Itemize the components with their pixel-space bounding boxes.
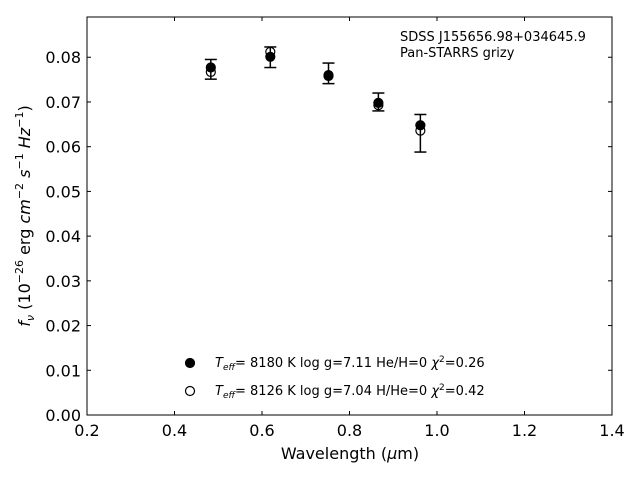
x-tick-label: 0.4	[162, 421, 187, 440]
y-tick-label: 0.05	[45, 182, 81, 201]
x-tick-label: 1.0	[424, 421, 449, 440]
model-point-open	[323, 70, 334, 82]
svg-text:Teff= 8126 K log g=7.04 H/H: Teff= 8126 K log g=7.04 H/He=0 χ2=0.42	[215, 383, 485, 401]
model-point-open	[373, 99, 384, 111]
model-point-filled	[415, 120, 426, 131]
y-axis-label: fν (10−26 erg cm−2 s−1 Hz−1)	[13, 105, 37, 326]
annotation-photometry: Pan-STARRS grizy	[400, 46, 515, 61]
x-axis-label: Wavelength (μm)	[281, 444, 419, 463]
x-tick-label: 0.2	[74, 421, 99, 440]
legend-entry-he-model: Teff= 8180 K log g=7.11 He/H=0 χ2=0.26	[184, 355, 485, 373]
model-point-open	[205, 66, 216, 78]
y-tick-label: 0.06	[45, 138, 81, 157]
legend-composition: H/He=0	[376, 384, 427, 399]
model-point-open	[265, 46, 276, 57]
x-tick-label: 1.4	[599, 421, 624, 440]
legend-logg: log g=7.04	[300, 384, 372, 399]
y-tick-label: 0.07	[45, 93, 81, 112]
x-tick-label: 1.2	[512, 421, 537, 440]
error-bars	[204, 46, 427, 153]
x-tick-label: 0.8	[337, 421, 362, 440]
data-points	[205, 46, 426, 136]
legend-open-circle-marker	[184, 385, 196, 397]
legend-chi2: =0.26	[445, 356, 485, 371]
svg-text:Teff= 8180 K log g=7.11 He/: Teff= 8180 K log g=7.11 He/H=0 χ2=0.26	[215, 355, 485, 373]
legend-filled-circle-marker	[184, 357, 196, 369]
axis-ticks: 0.2 0.4 0.6 0.8 1.0 1.2 1.4 0.00 0.01 0.02 0.03 0.0…	[45, 17, 625, 440]
legend-chi2: =0.42	[445, 384, 485, 399]
y-tick-label: 0.04	[45, 227, 81, 246]
plot-frame	[86, 16, 613, 416]
y-tick-label: 0.02	[45, 317, 81, 336]
y-tick-label: 0.08	[45, 48, 81, 67]
legend: Teff= 8180 K log g=7.11 He/H=0 χ2=0.26 T…	[184, 355, 485, 401]
legend-composition: He/H=0	[376, 356, 427, 371]
legend-logg: log g=7.11	[300, 356, 372, 371]
model-point-open	[415, 125, 426, 136]
y-tick-label: 0.03	[45, 272, 81, 291]
y-tick-label: 0.01	[45, 361, 81, 380]
x-tick-label: 0.6	[249, 421, 274, 440]
legend-teff: 8126 K	[250, 384, 296, 399]
annotation-object-name: SDSS J155656.98+034645.9	[400, 30, 586, 45]
legend-teff: 8180 K	[250, 356, 296, 371]
legend-entry-h-model: Teff= 8126 K log g=7.04 H/He=0 χ2=0.42	[184, 383, 485, 401]
y-tick-label: 0.00	[45, 406, 81, 425]
